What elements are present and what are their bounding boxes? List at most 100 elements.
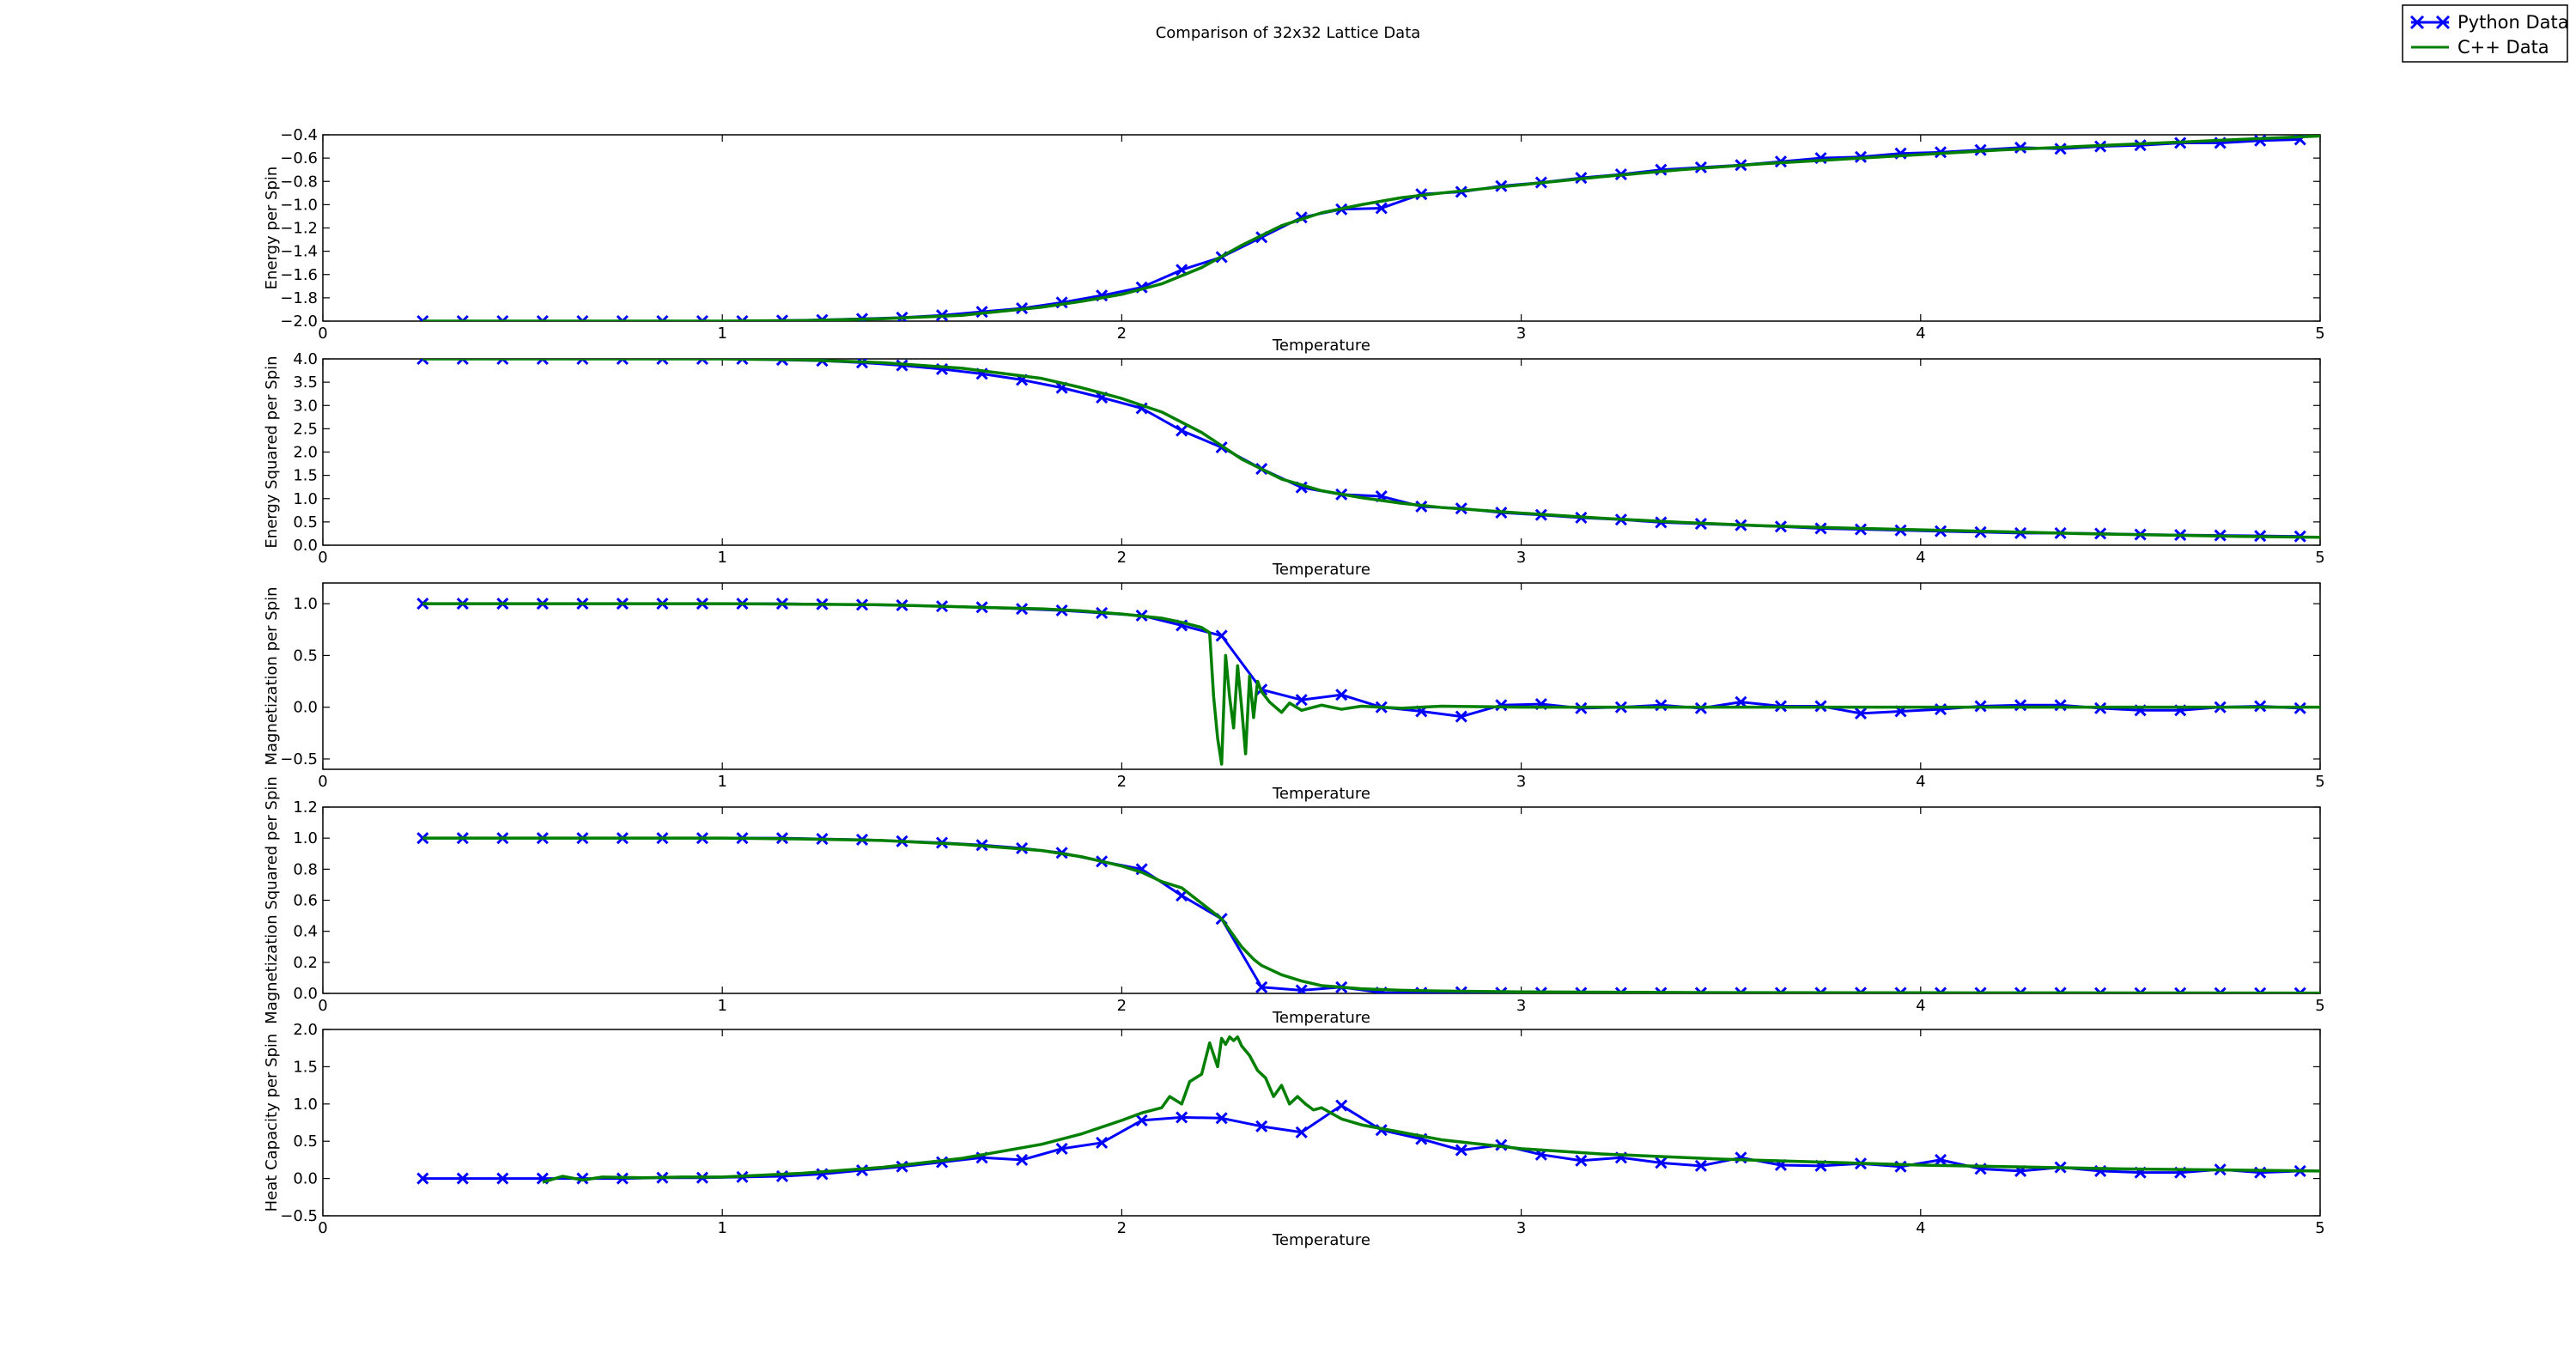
- x-axis-label: Temperature: [1272, 561, 1370, 579]
- python-data-point: [456, 1172, 469, 1185]
- x-tick-label: 5: [2315, 773, 2324, 791]
- legend-frame: [2402, 4, 2568, 63]
- series-group: [416, 832, 2320, 993]
- y-axis-label: Energy per Spin: [263, 167, 281, 290]
- python-data-point: [1335, 689, 1348, 701]
- legend: Python Data C++ Data: [2402, 4, 2569, 63]
- python-data-point: [696, 359, 709, 366]
- python-data-point: [496, 314, 509, 321]
- legend-python-label: Python Data: [2458, 12, 2569, 33]
- x-tick-label: 1: [717, 997, 726, 1015]
- y-tick-label: 2.0: [293, 444, 318, 462]
- y-tick-label: −1.2: [280, 220, 318, 238]
- y-tick-label: 2.0: [293, 1021, 318, 1039]
- x-tick-label: 0: [318, 997, 327, 1015]
- python-data-point: [1255, 981, 1268, 993]
- python-data-point: [1215, 629, 1228, 642]
- x-tick-label: 5: [2315, 549, 2324, 567]
- python-data-point: [1295, 984, 1308, 993]
- y-tick-label: 0.2: [293, 954, 318, 972]
- python-data-point: [1135, 1114, 1148, 1126]
- y-tick-label: 0.5: [293, 647, 318, 665]
- python-data-point: [496, 359, 509, 366]
- python-data-point: [1575, 1154, 1588, 1167]
- cpp-series-line: [422, 602, 2320, 766]
- x-tick-label: 0: [318, 325, 327, 343]
- y-tick-label: 1.0: [293, 595, 318, 613]
- x-axis-label: Temperature: [1272, 337, 1370, 355]
- x-tick-label: 1: [717, 773, 726, 791]
- x-tick-label: 2: [1117, 773, 1127, 791]
- y-tick-label: 0.6: [293, 892, 318, 910]
- python-data-point: [1455, 1144, 1467, 1157]
- x-tick-label: 1: [717, 325, 726, 343]
- x-tick-label: 2: [1117, 325, 1127, 343]
- python-data-point: [1335, 1099, 1348, 1112]
- subplot-2: 0 1 2 3 4 5 0.0 0.5 1.0 1.5 2.0 2.5 3.0 3.5 4.0 Tempera…: [263, 350, 2325, 579]
- y-tick-label: 1.2: [293, 798, 318, 817]
- python-data-point: [1176, 1111, 1188, 1124]
- python-data-point: [456, 359, 469, 366]
- x-tick-label: 3: [1516, 1219, 1526, 1237]
- axes-frame: [322, 582, 2321, 770]
- python-data-point: [656, 359, 669, 366]
- python-data-point: [1735, 695, 1747, 708]
- y-tick-label: −1.8: [280, 289, 318, 307]
- cpp-series-line: [422, 359, 2320, 539]
- x-tick-label: 2: [1117, 1219, 1127, 1237]
- python-data-point: [1934, 1153, 1947, 1166]
- legend-entry-cpp: C++ Data: [2411, 37, 2549, 58]
- x-tick-label: 4: [1916, 1219, 1925, 1237]
- python-data-point: [416, 1172, 429, 1185]
- python-data-point: [536, 359, 549, 366]
- python-data-point: [1455, 710, 1467, 723]
- x-tick-label: 3: [1516, 997, 1526, 1015]
- legend-cpp-label: C++ Data: [2458, 37, 2549, 58]
- python-data-point: [1295, 694, 1308, 707]
- x-tick-label: 0: [318, 773, 327, 791]
- x-tick-label: 4: [1916, 773, 1925, 791]
- x-tick-label: 2: [1117, 997, 1127, 1015]
- y-tick-label: 0.0: [293, 699, 318, 717]
- subplot-3: 0 1 2 3 4 5 −0.5 0.0 0.5 1.0 Temperature Magnetizat…: [263, 582, 2325, 803]
- x-tick-label: 0: [318, 549, 327, 567]
- python-data-point: [1176, 424, 1188, 437]
- x-axis-label: Temperature: [1272, 785, 1370, 803]
- x-tick-label: 3: [1516, 773, 1526, 791]
- y-tick-label: 0.5: [293, 1132, 318, 1151]
- y-tick-label: 1.0: [293, 1096, 318, 1114]
- y-tick-label: −1.4: [280, 243, 318, 261]
- x-tick-label: 4: [1916, 325, 1925, 343]
- y-axis-label: Energy Squared per Spin: [263, 355, 281, 548]
- python-data-point: [416, 359, 429, 366]
- python-data-point: [656, 314, 669, 321]
- x-axis-label: Temperature: [1272, 1231, 1370, 1249]
- python-data-point: [1016, 1153, 1029, 1166]
- x-tick-label: 5: [2315, 325, 2324, 343]
- python-data-point: [1215, 1112, 1228, 1125]
- y-tick-label: −0.8: [280, 173, 318, 191]
- cpp-series-line: [422, 135, 2320, 321]
- python-data-point: [1655, 1157, 1668, 1169]
- y-axis-label: Magnetization Squared per Spin: [263, 776, 281, 1024]
- y-tick-label: 1.5: [293, 1058, 318, 1076]
- python-data-point: [1255, 1120, 1268, 1132]
- series-group: [416, 359, 2320, 543]
- x-tick-label: 3: [1516, 549, 1526, 567]
- cpp-series-line: [422, 836, 2320, 993]
- y-tick-label: 0.4: [293, 923, 318, 941]
- legend-entry-python: Python Data: [2409, 12, 2569, 33]
- subplots: 0 1 2 3 4 5 −2.0 −1.8 −1.6 −1.4 −1.2 −1.0 −0.8 −0.6 −0…: [263, 126, 2325, 1249]
- python-data-point: [1854, 707, 1868, 720]
- python-data-point: [1375, 202, 1388, 215]
- python-data-point: [1055, 1142, 1068, 1155]
- x-tick-label: 5: [2315, 997, 2324, 1015]
- series-group: [416, 1035, 2320, 1185]
- series-group: [416, 135, 2320, 321]
- y-tick-label: 3.0: [293, 397, 318, 415]
- python-data-point: [456, 314, 469, 321]
- python-data-point: [616, 314, 629, 321]
- python-data-point: [536, 314, 549, 321]
- y-tick-label: −0.5: [280, 1207, 318, 1225]
